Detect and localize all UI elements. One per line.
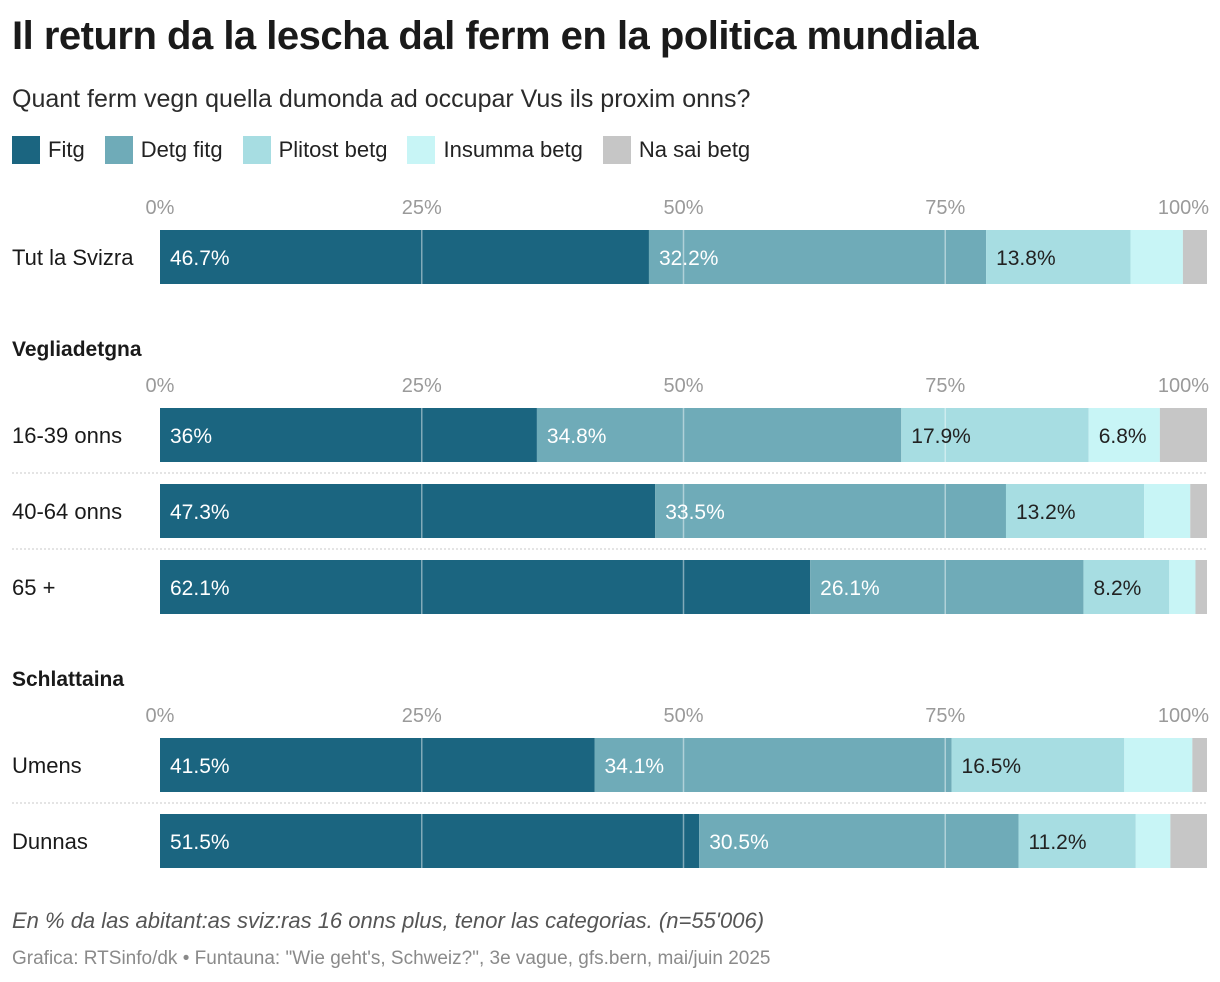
legend-swatch bbox=[602, 136, 631, 164]
tick-label: 100% bbox=[1158, 375, 1209, 397]
bar-segment bbox=[901, 408, 1089, 462]
legend-swatch bbox=[104, 136, 133, 164]
data-label: 51.5% bbox=[170, 831, 230, 854]
bar-segment bbox=[594, 738, 952, 792]
group-title: Vegliadetgna bbox=[12, 338, 142, 361]
data-label: 41.5% bbox=[170, 755, 230, 778]
data-label: 13.2% bbox=[1016, 501, 1076, 524]
bar-segment bbox=[986, 230, 1131, 284]
bar-segment bbox=[1190, 484, 1207, 538]
legend-swatch bbox=[12, 136, 40, 164]
row-label: Umens bbox=[12, 753, 82, 778]
legend-label: Na sai betg bbox=[638, 137, 751, 162]
chart-subtitle: Quant ferm vegn quella dumonda ad occupa… bbox=[12, 85, 751, 113]
legend-label: Detg fitg bbox=[140, 137, 223, 162]
bar-segment bbox=[1192, 738, 1207, 792]
data-label: 62.1% bbox=[170, 577, 230, 600]
bar-segment bbox=[160, 408, 537, 462]
row-label: 65 + bbox=[12, 575, 55, 600]
legend-item: Detg fitg bbox=[104, 136, 223, 164]
data-label: 34.8% bbox=[547, 425, 607, 448]
legend: Fitg Detg fitg Plitost betg Insumma betg Na … bbox=[12, 136, 770, 164]
bar-segment bbox=[1083, 560, 1170, 614]
stacked-bar-chart: 0% 25% 50% 75% 100% Tut la Svizra 46.7% 32.2% 13… bbox=[12, 197, 1209, 868]
legend-swatch bbox=[407, 136, 436, 164]
legend-label: Fitg bbox=[48, 137, 85, 162]
bar-segment bbox=[810, 560, 1084, 614]
tick-label: 100% bbox=[1158, 197, 1209, 219]
bar-segment bbox=[655, 484, 1006, 538]
legend-item: Fitg bbox=[12, 136, 85, 164]
bar-segment bbox=[1088, 408, 1160, 462]
data-label: 11.2% bbox=[1029, 831, 1087, 854]
chart-source: Grafica: RTSinfo/dk • Funtauna: "Wie geh… bbox=[12, 948, 771, 969]
bar-segment bbox=[536, 408, 902, 462]
tick-label: 50% bbox=[663, 705, 703, 727]
bar-segment bbox=[699, 814, 1019, 868]
data-label: 34.1% bbox=[605, 755, 665, 778]
bar-segment bbox=[1144, 484, 1191, 538]
tick-label: 75% bbox=[925, 197, 965, 219]
row-label: 16-39 onns bbox=[12, 423, 122, 448]
tick-label: 75% bbox=[925, 705, 965, 727]
bar-segment bbox=[1005, 484, 1145, 538]
legend-label: Insumma betg bbox=[443, 137, 583, 162]
bar-segment bbox=[1169, 560, 1196, 614]
bar-segment bbox=[951, 738, 1125, 792]
legend-item: Plitost betg bbox=[242, 136, 388, 164]
bar-segment bbox=[1018, 814, 1136, 868]
tick-label: 25% bbox=[402, 197, 442, 219]
row-label: Dunnas bbox=[12, 829, 88, 854]
bar-segment bbox=[1130, 230, 1183, 284]
bar-segment bbox=[160, 560, 811, 614]
legend-swatch bbox=[242, 136, 271, 164]
data-label: 30.5% bbox=[709, 831, 769, 854]
legend-label: Plitost betg bbox=[278, 137, 388, 162]
bar-segment bbox=[160, 814, 700, 868]
bar-segment bbox=[160, 484, 656, 538]
row-label: Tut la Svizra bbox=[12, 245, 134, 270]
data-label: 47.3% bbox=[170, 501, 230, 524]
bar-segment bbox=[1135, 814, 1171, 868]
tick-label: 75% bbox=[925, 375, 965, 397]
legend-item: Insumma betg bbox=[407, 136, 583, 164]
data-label: 17.9% bbox=[911, 425, 971, 448]
group-title: Schlattaina bbox=[12, 668, 124, 691]
bar-segment bbox=[160, 230, 649, 284]
tick-label: 0% bbox=[146, 705, 175, 727]
data-label: 16.5% bbox=[962, 755, 1022, 778]
bar-segment bbox=[160, 738, 595, 792]
tick-label: 100% bbox=[1158, 705, 1209, 727]
bar-segment bbox=[1182, 230, 1207, 284]
tick-label: 25% bbox=[402, 705, 442, 727]
bar-segment bbox=[1159, 408, 1207, 462]
bar-segment bbox=[1195, 560, 1207, 614]
chart-note: En % da las abitant:as sviz:ras 16 onns … bbox=[12, 908, 765, 933]
chart-title: Il return da la lescha dal ferm en la po… bbox=[12, 14, 979, 58]
data-label: 26.1% bbox=[820, 577, 880, 600]
data-label: 36% bbox=[170, 425, 212, 448]
data-label: 6.8% bbox=[1099, 425, 1147, 448]
data-label: 33.5% bbox=[665, 501, 725, 524]
data-label: 13.8% bbox=[996, 247, 1056, 270]
tick-label: 0% bbox=[146, 197, 175, 219]
data-label: 46.7% bbox=[170, 247, 230, 270]
tick-label: 50% bbox=[663, 375, 703, 397]
data-label: 8.2% bbox=[1093, 577, 1141, 600]
bar-segment bbox=[648, 230, 987, 284]
tick-label: 0% bbox=[146, 375, 175, 397]
bar-segment bbox=[1124, 738, 1193, 792]
bar-segment bbox=[1170, 814, 1207, 868]
tick-label: 50% bbox=[663, 197, 703, 219]
tick-label: 25% bbox=[402, 375, 442, 397]
legend-item: Na sai betg bbox=[602, 136, 751, 164]
data-label: 32.2% bbox=[659, 247, 719, 270]
row-label: 40-64 onns bbox=[12, 499, 122, 524]
